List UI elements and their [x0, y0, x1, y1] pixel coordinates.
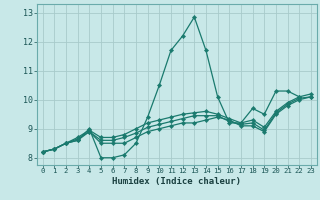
X-axis label: Humidex (Indice chaleur): Humidex (Indice chaleur) — [112, 177, 241, 186]
